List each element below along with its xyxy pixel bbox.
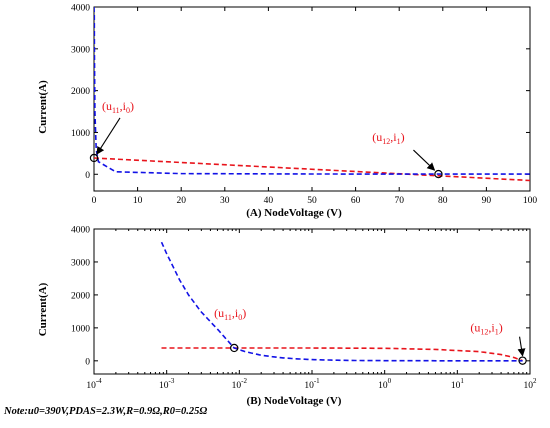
intersection-point-marker: [230, 343, 239, 353]
annotation-part: ): [499, 321, 503, 335]
x-axis-label: (A) NodeVoltage (V): [246, 207, 342, 219]
y-tick-label: 3000: [71, 45, 90, 55]
annotation-part: ): [242, 306, 246, 320]
point-annotation-label: (u11,i0): [102, 99, 134, 115]
x-tick-label: 10-3: [159, 377, 175, 391]
x-tick-base: 10: [86, 381, 96, 391]
plot-frame: [93, 228, 531, 375]
y-tick-label: 2000: [71, 291, 90, 301]
annotation-part: (u: [102, 99, 112, 113]
annotation-part: 11: [224, 313, 232, 322]
annotation-part: ,i: [232, 306, 239, 320]
x-tick-label: 10-2: [232, 377, 248, 391]
x-tick-label: 90: [482, 196, 492, 206]
x-tick-exponent: -3: [168, 377, 174, 385]
annotation-part: 12: [382, 137, 390, 146]
annotation-part: 12: [480, 328, 488, 337]
y-tick-label: 3000: [71, 258, 90, 268]
point-annotation-label: (u12,i1): [372, 130, 404, 146]
x-tick-base: 10: [451, 381, 461, 391]
note-text: Note:u0=390V,PDAS=2.3W,R=0.9Ω,R0=0.25Ω: [4, 406, 208, 417]
intersection-point-marker: [434, 169, 443, 179]
annotation-part: ,i: [120, 99, 127, 113]
x-tick-label: 40: [264, 196, 274, 206]
x-axis-label: (B) NodeVoltage (V): [247, 395, 342, 407]
intersection-point-marker: [518, 356, 527, 365]
point-annotation-label: (u12,i1): [470, 321, 502, 337]
y-axis-label: Current(A): [37, 80, 49, 134]
red-series-line: [161, 347, 523, 362]
x-tick-label: 80: [438, 196, 448, 206]
annotation-arrow: [517, 336, 526, 357]
annotation-part: ,i: [488, 321, 495, 335]
red-series-line: [94, 157, 530, 182]
blue-series-line: [94, 7, 530, 175]
annotation-part: 1: [397, 137, 401, 146]
annotation-arrow: [96, 117, 121, 155]
x-tick-base: 10: [159, 381, 169, 391]
annotation-arrow: [413, 149, 436, 171]
x-tick-exponent: -1: [314, 377, 320, 385]
x-tick-base: 10: [232, 381, 242, 391]
annotation-part: 0: [126, 106, 130, 115]
annotation-part: ,i: [390, 130, 397, 144]
point-annotation-label: (u11,i0): [214, 306, 246, 322]
annotation-part: 0: [238, 313, 242, 322]
x-tick-label: 0: [92, 196, 97, 206]
x-tick-base: 10: [524, 381, 534, 391]
plot-frame: [93, 6, 531, 192]
annotation-part: (u: [214, 306, 224, 320]
y-tick-label: 0: [85, 357, 90, 367]
y-tick-label: 0: [85, 171, 90, 181]
y-tick-label: 2000: [71, 87, 90, 97]
x-tick-base: 10: [304, 381, 314, 391]
intersection-point-marker: [89, 153, 99, 163]
annotation-part: 1: [495, 328, 499, 337]
x-tick-label: 100: [378, 377, 392, 391]
x-tick-label: 10-1: [304, 377, 320, 391]
y-tick-label: 4000: [71, 226, 90, 236]
x-tick-label: 100: [523, 196, 538, 206]
x-tick-exponent: 2: [533, 377, 537, 385]
x-tick-label: 30: [220, 196, 230, 206]
annotation-part: 11: [112, 106, 120, 115]
x-tick-label: 102: [524, 377, 538, 391]
x-tick-label: 70: [394, 196, 404, 206]
annotation-part: (u: [470, 321, 480, 335]
blue-series-line: [160, 241, 523, 362]
y-tick-label: 1000: [71, 129, 90, 139]
x-tick-label: 60: [351, 196, 361, 206]
x-tick-base: 10: [378, 381, 388, 391]
x-tick-label: 101: [451, 377, 465, 391]
annotation-part: ): [130, 99, 134, 113]
x-tick-exponent: 1: [460, 377, 464, 385]
y-tick-label: 1000: [71, 324, 90, 334]
x-tick-exponent: 0: [388, 377, 392, 385]
x-tick-label: 50: [307, 196, 317, 206]
x-tick-exponent: -2: [241, 377, 247, 385]
x-tick-label: 20: [176, 196, 186, 206]
annotation-part: (u: [372, 130, 382, 144]
y-axis-label: Current(A): [37, 282, 49, 336]
x-tick-label: 10: [133, 196, 143, 206]
annotation-part: ): [401, 130, 405, 144]
x-tick-label: 10-4: [86, 377, 102, 391]
x-tick-exponent: -4: [96, 377, 102, 385]
y-tick-label: 4000: [71, 4, 90, 14]
